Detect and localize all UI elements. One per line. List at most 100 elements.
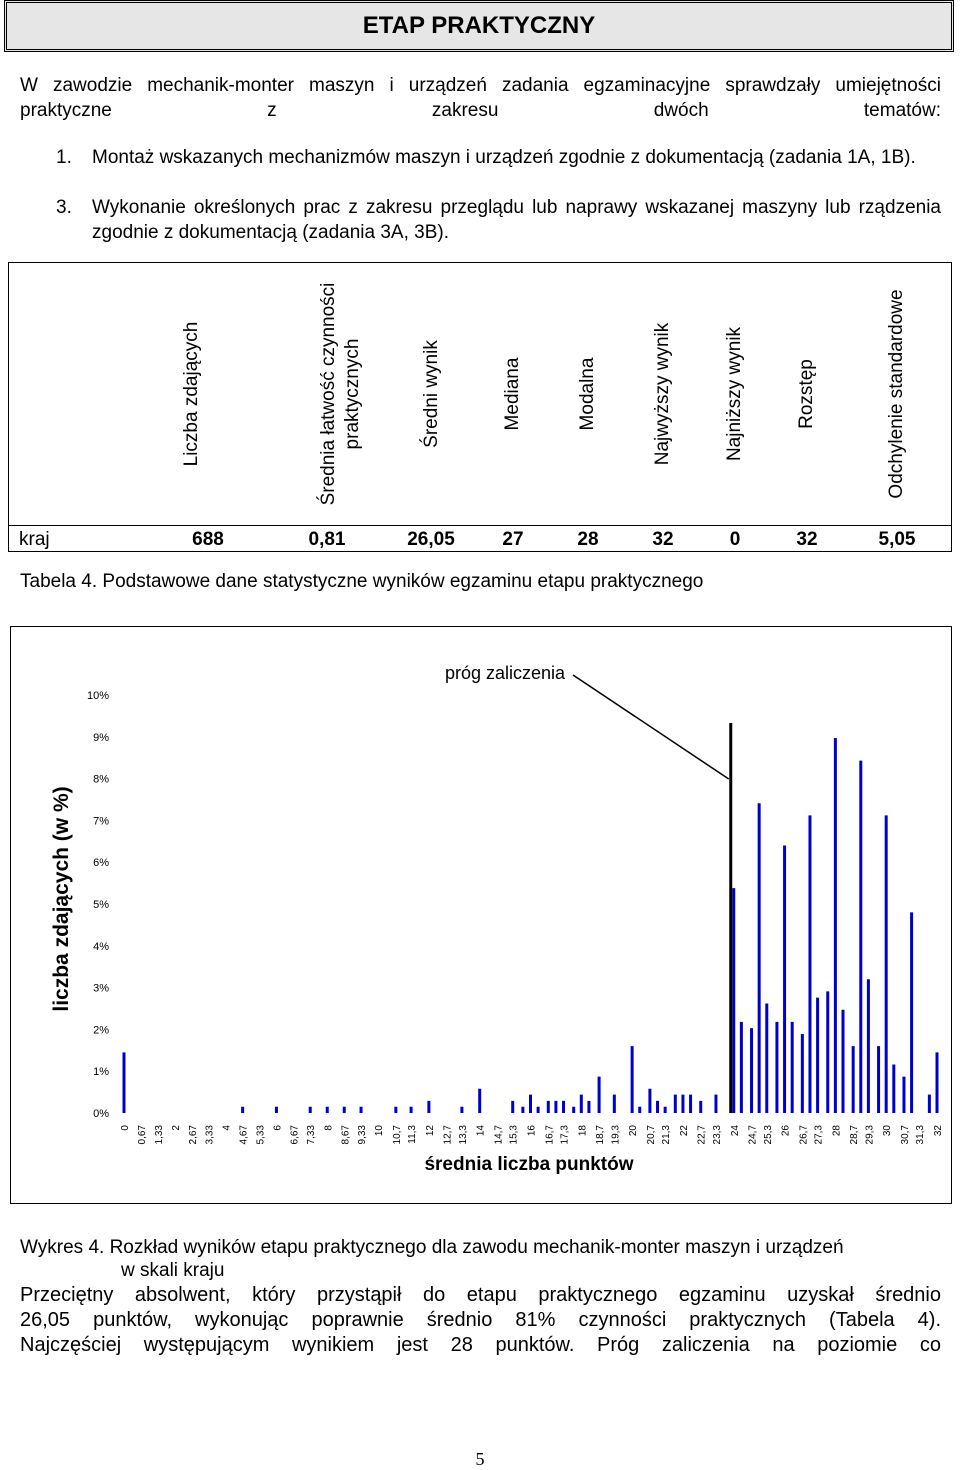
row-value: 27 bbox=[502, 529, 524, 550]
summary-line-2: 26,05 punktów, wykonując poprawnie średn… bbox=[20, 1309, 941, 1331]
bar bbox=[648, 1088, 652, 1113]
y-axis: 0% 1% 2% 3% 4% 5% 6% 7% 8% 9% 10% bbox=[87, 690, 109, 1120]
header-text: Rozstęp bbox=[796, 359, 817, 429]
bar bbox=[841, 1009, 845, 1113]
topic-text-1: Montaż wskazanych mechanizmów maszyn i u… bbox=[92, 147, 916, 168]
header-cell-ease: Średnia łatwość czynności praktycznych bbox=[306, 263, 376, 525]
annotation-arrow bbox=[572, 674, 730, 780]
row-value: 0 bbox=[729, 529, 741, 550]
bar bbox=[562, 1100, 566, 1113]
page-number: 5 bbox=[475, 1449, 485, 1469]
x-tick-label: 4 bbox=[222, 1125, 233, 1131]
topic-number-1: 1. bbox=[56, 147, 72, 168]
bar bbox=[656, 1100, 660, 1113]
stats-table: Liczba zdających Średnia łatwość czynnoś… bbox=[8, 262, 952, 552]
annotation-label: próg zaliczenia bbox=[445, 663, 566, 683]
bar bbox=[808, 815, 812, 1113]
x-tick-label: 21,3 bbox=[661, 1125, 672, 1145]
header-text: Średni wynik bbox=[421, 340, 442, 448]
bar bbox=[757, 803, 761, 1113]
header-text: Liczba zdających bbox=[181, 321, 202, 467]
bar bbox=[783, 845, 787, 1113]
table-caption-text: Podstawowe dane statystyczne wyników egz… bbox=[102, 571, 704, 592]
y-tick-label: 9% bbox=[93, 732, 109, 744]
x-tick-label: 32 bbox=[933, 1125, 944, 1137]
bar bbox=[750, 1028, 754, 1113]
bar bbox=[536, 1106, 540, 1113]
x-tick-label: 28 bbox=[831, 1125, 842, 1137]
row-value: 0,81 bbox=[308, 529, 346, 550]
y-tick-label: 6% bbox=[93, 857, 109, 869]
bar bbox=[927, 1094, 931, 1113]
header-cell-median: Mediana bbox=[477, 263, 549, 525]
bar bbox=[342, 1106, 346, 1113]
chart-caption: Wykres 4. Rozkład wyników etapu praktycz… bbox=[20, 1237, 844, 1259]
intro-paragraph: W zawodzie mechanik-monter maszyn i urzą… bbox=[20, 73, 941, 123]
bar bbox=[630, 1046, 634, 1113]
x-tick-label: 31,3 bbox=[915, 1125, 926, 1145]
x-tick-label: 12 bbox=[425, 1125, 436, 1137]
bar bbox=[910, 912, 914, 1113]
x-tick-label: 30,7 bbox=[900, 1125, 911, 1145]
header-text: Najniższy wynik bbox=[724, 326, 745, 462]
x-tick-label: 16 bbox=[527, 1125, 538, 1137]
bar bbox=[572, 1106, 576, 1113]
header-cell-count: Liczba zdających bbox=[152, 263, 232, 525]
y-tick-label: 8% bbox=[93, 774, 109, 786]
chart-caption-text: Rozkład wyników etapu praktycznego dla z… bbox=[109, 1237, 844, 1258]
bar bbox=[359, 1106, 363, 1113]
bar bbox=[775, 1021, 779, 1113]
section-title: ETAP PRAKTYCZNY bbox=[362, 12, 596, 39]
x-tick-label: 9,33 bbox=[357, 1125, 368, 1145]
topic-text-2: Wykonanie określonych prac z zakresu prz… bbox=[92, 197, 941, 243]
bar bbox=[765, 1003, 769, 1113]
bar bbox=[241, 1106, 245, 1113]
bar bbox=[122, 1052, 126, 1113]
bar bbox=[274, 1106, 278, 1113]
x-tick-label: 5,33 bbox=[255, 1125, 266, 1145]
bar bbox=[866, 979, 870, 1113]
x-tick-label: 20 bbox=[628, 1125, 639, 1137]
bar bbox=[521, 1106, 525, 1113]
summary-line-3: Najczęściej występującym wynikiem jest 2… bbox=[20, 1334, 941, 1356]
x-tick-label: 6,67 bbox=[289, 1125, 300, 1145]
x-tick-label: 0,67 bbox=[137, 1125, 148, 1145]
bars bbox=[122, 738, 939, 1113]
intro-text: W zawodzie mechanik-monter maszyn i urzą… bbox=[20, 75, 941, 121]
bar bbox=[308, 1106, 312, 1113]
x-tick-label: 27,3 bbox=[814, 1125, 825, 1145]
bar bbox=[714, 1094, 718, 1113]
bar bbox=[546, 1100, 550, 1113]
header-text: Średnia łatwość czynności praktycznych bbox=[318, 282, 363, 506]
bar bbox=[790, 1021, 794, 1113]
x-tick-label: 17,3 bbox=[560, 1125, 571, 1145]
x-tick-label: 20,7 bbox=[646, 1125, 657, 1145]
topic-item-2: 3. Wykonanie określonych prac z zakresu … bbox=[56, 195, 941, 245]
bar bbox=[673, 1094, 677, 1113]
x-tick-label: 23,3 bbox=[712, 1125, 723, 1145]
row-value: 28 bbox=[577, 529, 599, 550]
x-tick-label: 15,3 bbox=[509, 1125, 520, 1145]
table-caption: Tabela 4. Podstawowe dane statystyczne w… bbox=[20, 571, 703, 593]
y-tick-label: 10% bbox=[87, 690, 109, 702]
table-caption-label: Tabela 4. bbox=[20, 571, 98, 592]
bar bbox=[638, 1106, 642, 1113]
y-tick-label: 3% bbox=[93, 983, 109, 995]
topic-item-1: 1. Montaż wskazanych mechanizmów maszyn … bbox=[56, 145, 941, 170]
bar bbox=[478, 1088, 482, 1113]
x-tick-label: 22,7 bbox=[697, 1125, 708, 1145]
header-cell-range: Rozstęp bbox=[771, 263, 843, 525]
x-tick-label: 12,7 bbox=[443, 1125, 454, 1145]
bar bbox=[851, 1046, 855, 1113]
x-ticks: 0 0,67 1,33 2 2,67 3,33 4 4,67 5,33 6 6,67 7,33 8 8,6… bbox=[120, 1125, 944, 1145]
x-tick-label: 26,7 bbox=[798, 1125, 809, 1145]
bar bbox=[587, 1100, 591, 1113]
bar bbox=[732, 888, 736, 1113]
header-cell-stddev: Odchylenie standardowe bbox=[861, 263, 933, 525]
x-tick-label: 13,3 bbox=[458, 1125, 469, 1145]
x-tick-label: 22 bbox=[679, 1125, 690, 1137]
bar bbox=[460, 1106, 464, 1113]
bar bbox=[877, 1046, 881, 1113]
bar bbox=[689, 1094, 693, 1113]
x-tick-label: 25,3 bbox=[763, 1125, 774, 1145]
